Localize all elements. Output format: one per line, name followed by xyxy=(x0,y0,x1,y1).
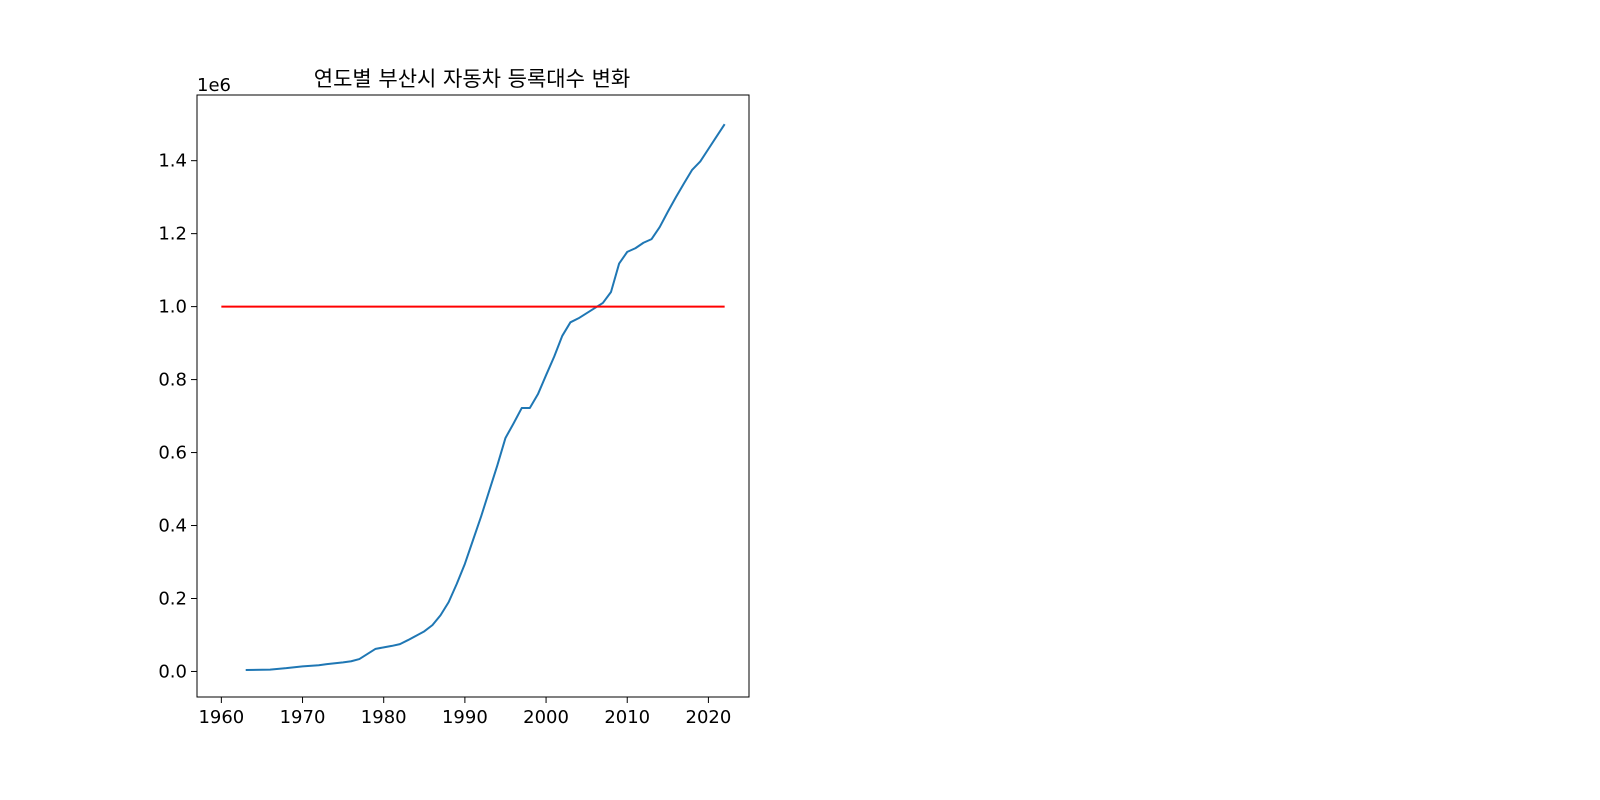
y-tick-label: 0.6 xyxy=(158,443,187,464)
y-tick-label: 0.2 xyxy=(158,588,187,609)
plot-area: 1960 1970 1980 1990 2000 2010 2020 0.0 0.2 0.4 0.6… xyxy=(158,94,750,728)
x-tick-label: 1980 xyxy=(361,707,407,728)
y-tick-label: 0.4 xyxy=(158,516,187,537)
x-tick-label: 2000 xyxy=(523,707,569,728)
x-tick-label: 2010 xyxy=(604,707,650,728)
y-tick-label: 1.2 xyxy=(158,224,187,245)
y-tick-label: 0.8 xyxy=(158,370,187,391)
x-tick-label: 1970 xyxy=(280,707,326,728)
x-tick-label: 1960 xyxy=(198,707,244,728)
axes-frame xyxy=(196,94,750,698)
chart-title: 연도별 부산시 자동차 등록대수 변화 xyxy=(314,67,631,91)
y-tick-label: 0.0 xyxy=(158,661,187,682)
y-tick-label: 1.4 xyxy=(158,151,187,172)
y-tick-label: 1.0 xyxy=(158,297,187,318)
x-tick-label: 1990 xyxy=(442,707,488,728)
x-tick-label: 2020 xyxy=(686,707,732,728)
series-line-registrations xyxy=(245,123,726,671)
y-axis-offset-label: 1e6 xyxy=(197,75,231,96)
